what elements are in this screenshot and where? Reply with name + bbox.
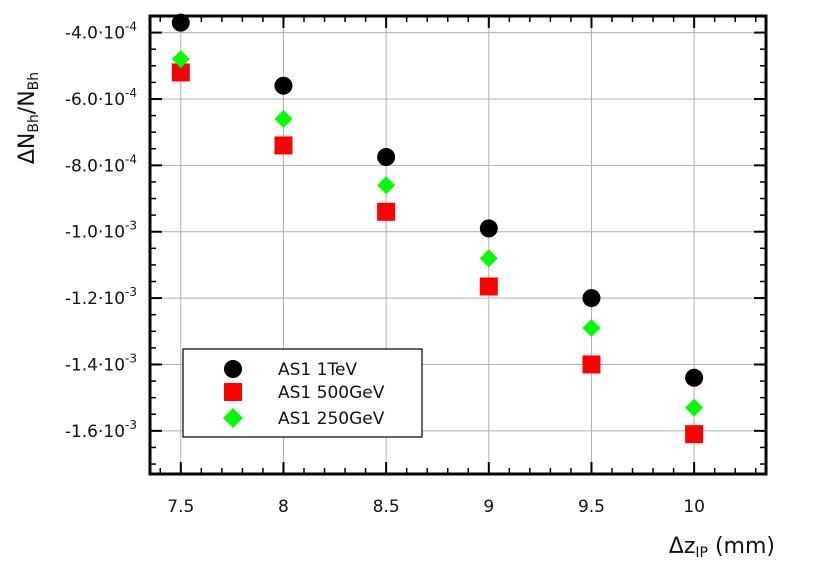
- x-axis-title: ΔzIP (mm): [669, 534, 775, 561]
- legend-marker-250gev: [223, 408, 243, 428]
- legend: AS1 1TeV AS1 500GeV AS1 250GeV: [182, 348, 423, 438]
- legend-marker-1tev: [224, 360, 242, 378]
- legend-box: [182, 348, 423, 438]
- data-point-circle: [171, 13, 190, 32]
- x-tick-label: 9.5: [578, 497, 605, 517]
- y-axis-title: ΔNBh/NBh: [15, 72, 42, 164]
- data-point-circle: [377, 148, 396, 167]
- x-tick-label: 9: [483, 497, 494, 517]
- plot-frame: [148, 14, 768, 476]
- legend-label-1tev: AS1 1TeV: [278, 360, 357, 380]
- y-tick-label: -1.2·10-3: [65, 285, 137, 309]
- y-tick-label: -8.0·10-4: [65, 152, 137, 176]
- data-markers: [171, 13, 704, 444]
- x-tick-label: 10: [683, 497, 705, 517]
- data-point-diamond: [171, 50, 190, 69]
- x-tick-labels: 7.5 8 8.5 9 9.5 10: [167, 497, 705, 517]
- data-point-square: [685, 425, 704, 444]
- y-tick-label: -6.0·10-4: [65, 86, 137, 110]
- x-tick-label: 7.5: [167, 497, 194, 517]
- data-point-diamond: [685, 398, 704, 417]
- y-tick-label: -4.0·10-4: [65, 20, 137, 44]
- data-point-diamond: [479, 249, 498, 268]
- y-tick-labels: -4.0·10-4 -6.0·10-4 -8.0·10-4 -1.0·10-3 -1.2…: [65, 20, 137, 442]
- data-point-diamond: [582, 318, 601, 337]
- y-tick-label: -1.4·10-3: [65, 351, 137, 375]
- data-point-circle: [685, 368, 704, 387]
- data-point-square: [274, 136, 293, 155]
- y-tick-label: -1.6·10-3: [65, 418, 137, 442]
- legend-label-500gev: AS1 500GeV: [278, 383, 385, 403]
- data-point-circle: [274, 76, 293, 95]
- x-tick-label: 8: [278, 497, 289, 517]
- x-tick-label: 8.5: [373, 497, 400, 517]
- legend-label-250gev: AS1 250GeV: [278, 409, 385, 429]
- data-point-diamond: [377, 176, 396, 195]
- legend-marker-500gev: [224, 383, 242, 401]
- y-tick-label: -1.0·10-3: [65, 219, 137, 243]
- data-point-circle: [479, 219, 498, 238]
- data-point-square: [582, 355, 601, 374]
- data-point-square: [377, 202, 396, 221]
- data-point-diamond: [274, 109, 293, 128]
- data-point-square: [479, 277, 498, 296]
- data-point-circle: [582, 289, 601, 308]
- data-point-square: [171, 63, 190, 82]
